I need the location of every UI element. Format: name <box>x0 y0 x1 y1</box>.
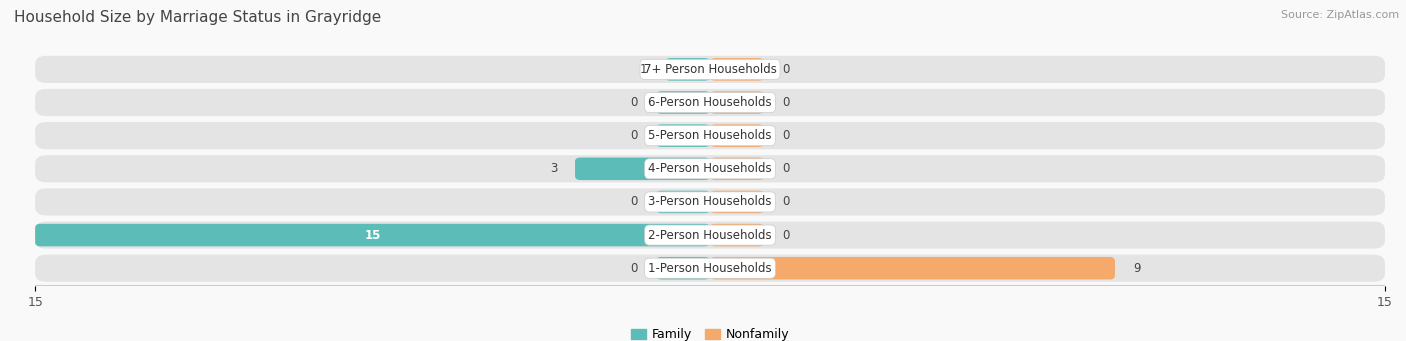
Text: 5-Person Households: 5-Person Households <box>648 129 772 142</box>
Text: 15: 15 <box>364 228 381 241</box>
FancyBboxPatch shape <box>710 124 763 147</box>
Text: 4-Person Households: 4-Person Households <box>648 162 772 175</box>
FancyBboxPatch shape <box>35 255 1385 282</box>
FancyBboxPatch shape <box>35 122 1385 149</box>
FancyBboxPatch shape <box>35 224 710 246</box>
Text: 7+ Person Households: 7+ Person Households <box>644 63 776 76</box>
FancyBboxPatch shape <box>710 158 763 180</box>
Legend: Family, Nonfamily: Family, Nonfamily <box>626 323 794 341</box>
Text: 0: 0 <box>782 195 789 208</box>
FancyBboxPatch shape <box>710 91 763 114</box>
Text: 2-Person Households: 2-Person Households <box>648 228 772 241</box>
Text: 0: 0 <box>631 129 638 142</box>
Text: 3: 3 <box>550 162 557 175</box>
FancyBboxPatch shape <box>657 257 710 280</box>
FancyBboxPatch shape <box>710 191 763 213</box>
FancyBboxPatch shape <box>657 124 710 147</box>
Text: Household Size by Marriage Status in Grayridge: Household Size by Marriage Status in Gra… <box>14 10 381 25</box>
Text: 1: 1 <box>640 63 647 76</box>
Text: 0: 0 <box>631 195 638 208</box>
Text: Source: ZipAtlas.com: Source: ZipAtlas.com <box>1281 10 1399 20</box>
FancyBboxPatch shape <box>575 158 710 180</box>
FancyBboxPatch shape <box>710 58 763 80</box>
FancyBboxPatch shape <box>657 191 710 213</box>
Text: 0: 0 <box>782 63 789 76</box>
Text: 0: 0 <box>782 96 789 109</box>
Text: 1-Person Households: 1-Person Households <box>648 262 772 275</box>
FancyBboxPatch shape <box>657 91 710 114</box>
FancyBboxPatch shape <box>35 56 1385 83</box>
Text: 0: 0 <box>631 96 638 109</box>
FancyBboxPatch shape <box>35 155 1385 182</box>
Text: 0: 0 <box>631 262 638 275</box>
Text: 0: 0 <box>782 228 789 241</box>
FancyBboxPatch shape <box>665 58 710 80</box>
Text: 3-Person Households: 3-Person Households <box>648 195 772 208</box>
Text: 0: 0 <box>782 162 789 175</box>
Text: 9: 9 <box>1133 262 1140 275</box>
Text: 6-Person Households: 6-Person Households <box>648 96 772 109</box>
FancyBboxPatch shape <box>35 188 1385 216</box>
FancyBboxPatch shape <box>35 222 1385 249</box>
FancyBboxPatch shape <box>35 89 1385 116</box>
FancyBboxPatch shape <box>710 224 763 246</box>
Text: 0: 0 <box>782 129 789 142</box>
FancyBboxPatch shape <box>710 257 1115 280</box>
